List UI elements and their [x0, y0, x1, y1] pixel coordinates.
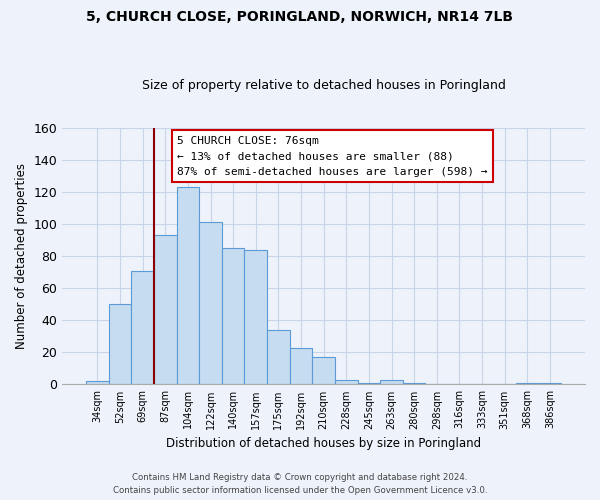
Bar [380, 380, 403, 384]
X-axis label: Distribution of detached houses by size in Poringland: Distribution of detached houses by size … [166, 437, 481, 450]
Bar [86, 381, 109, 384]
Y-axis label: Number of detached properties: Number of detached properties [15, 163, 28, 349]
Bar [244, 250, 267, 384]
Bar [313, 357, 335, 384]
Bar [358, 383, 380, 384]
Title: Size of property relative to detached houses in Poringland: Size of property relative to detached ho… [142, 79, 506, 92]
Bar [222, 248, 244, 384]
Bar [131, 270, 154, 384]
Text: 5, CHURCH CLOSE, PORINGLAND, NORWICH, NR14 7LB: 5, CHURCH CLOSE, PORINGLAND, NORWICH, NR… [86, 10, 514, 24]
Bar [199, 222, 222, 384]
Bar [539, 383, 561, 384]
Bar [403, 383, 425, 384]
Bar [109, 304, 131, 384]
Bar [290, 348, 313, 385]
Bar [335, 380, 358, 384]
Text: 5 CHURCH CLOSE: 76sqm
← 13% of detached houses are smaller (88)
87% of semi-deta: 5 CHURCH CLOSE: 76sqm ← 13% of detached … [177, 136, 488, 177]
Bar [267, 330, 290, 384]
Bar [154, 236, 176, 384]
Text: Contains HM Land Registry data © Crown copyright and database right 2024.
Contai: Contains HM Land Registry data © Crown c… [113, 474, 487, 495]
Bar [176, 187, 199, 384]
Bar [516, 383, 539, 384]
